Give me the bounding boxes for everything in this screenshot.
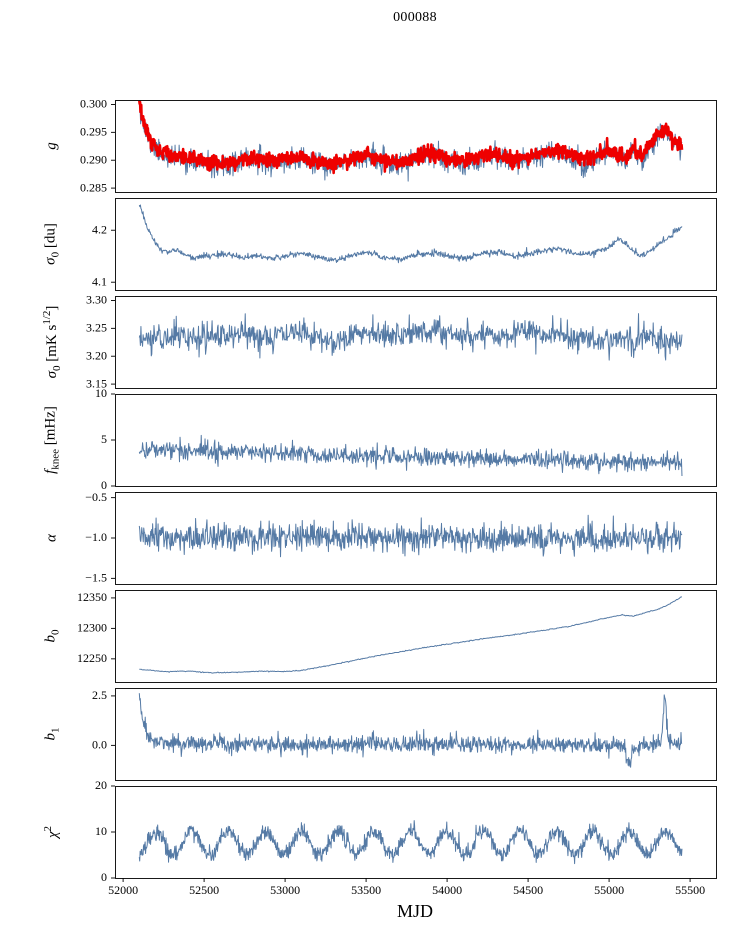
y-axis-label-chi2: χ2 (42, 825, 61, 839)
chart-title: 000088 (393, 10, 437, 25)
y-axis-label-alpha: α (43, 534, 60, 542)
x-axis-label: MJD (396, 901, 434, 921)
y-axis-label-sigma0-mk: σ0 [mK s1/2] (41, 305, 63, 379)
y-axis-label-sigma0-du: σ0 [du] (42, 223, 62, 265)
y-axis-label-fknee: fknee [mHz] (42, 406, 62, 474)
y-axis-label-b0: b0 (42, 629, 62, 643)
y-axis-label-b1: b1 (42, 727, 62, 741)
y-axis-label-g: g (43, 142, 60, 150)
